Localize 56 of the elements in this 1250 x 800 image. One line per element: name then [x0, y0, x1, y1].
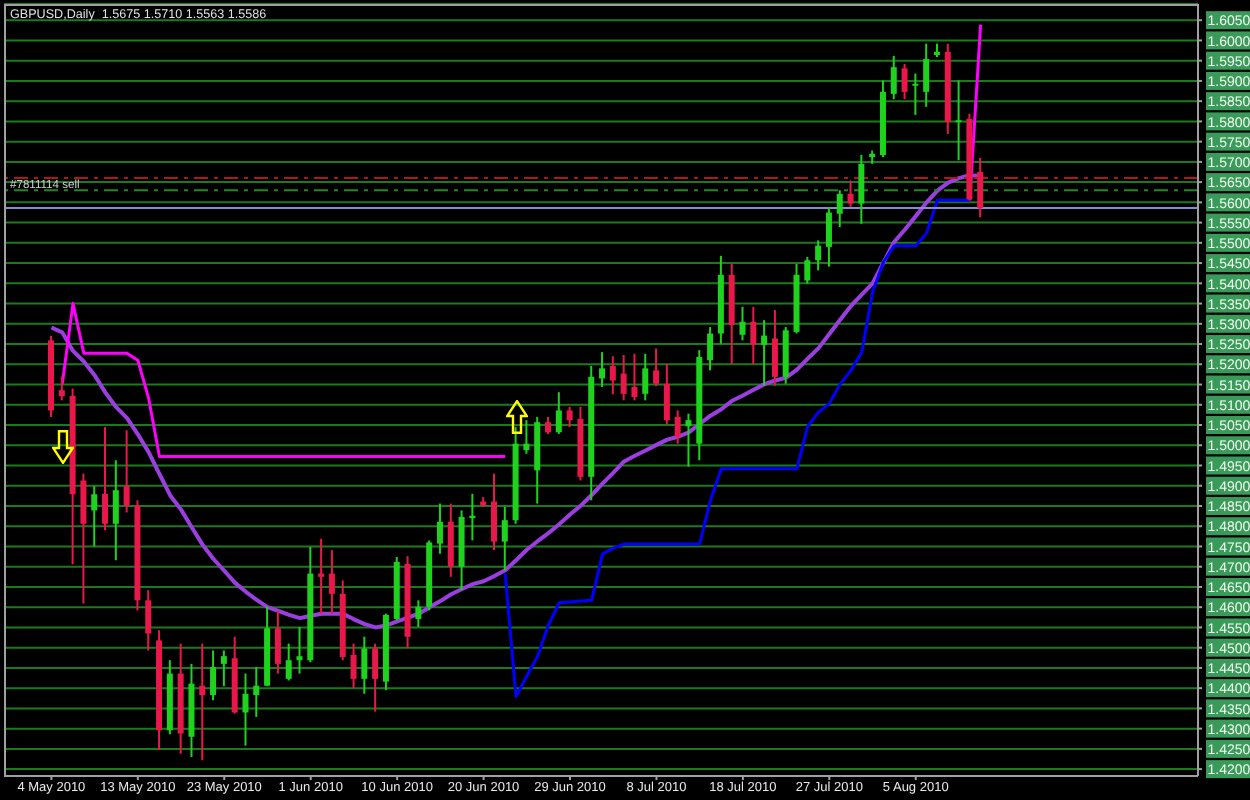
- candlestick: [199, 642, 206, 762]
- candlestick: [858, 154, 865, 225]
- candlestick: [599, 351, 606, 388]
- candlestick: [825, 205, 832, 268]
- candlestick: [350, 642, 357, 690]
- candlestick: [274, 609, 281, 675]
- candlestick: [123, 429, 130, 514]
- candlestick: [447, 502, 454, 578]
- candlestick: [145, 589, 152, 652]
- candlestick: [890, 54, 897, 101]
- candlestick: [436, 502, 443, 555]
- candlestick: [220, 649, 227, 688]
- candlestick: [815, 239, 822, 272]
- candlestick: [653, 347, 660, 388]
- line-series: [503, 198, 972, 699]
- candlestick: [372, 642, 379, 713]
- candlestick: [490, 472, 497, 552]
- candlestick: [210, 649, 217, 702]
- candlestick: [782, 326, 789, 385]
- candlestick: [566, 405, 573, 429]
- candlestick: [642, 352, 649, 402]
- candlestick: [102, 426, 109, 532]
- candlestick: [555, 391, 562, 435]
- candlestick: [58, 375, 65, 402]
- candlestick: [977, 156, 984, 219]
- candlestick: [253, 666, 260, 718]
- candlestick: [361, 635, 368, 695]
- candlestick: [91, 485, 98, 548]
- candlestick: [296, 626, 303, 675]
- candlestick: [707, 326, 714, 372]
- candlestick: [523, 419, 530, 455]
- candlestick: [847, 179, 854, 208]
- candlestick: [663, 362, 670, 426]
- candlestick: [415, 599, 422, 629]
- candlestick: [804, 256, 811, 285]
- candlestick: [80, 472, 87, 605]
- candlestick: [318, 537, 325, 615]
- candlestick: [750, 305, 757, 365]
- candlestick: [901, 62, 908, 101]
- candlestick: [761, 319, 768, 387]
- candlestick: [285, 642, 292, 682]
- candlestick: [674, 409, 681, 445]
- candlestick: [912, 72, 919, 116]
- candlestick: [923, 42, 930, 108]
- candlestick: [685, 412, 692, 468]
- candlestick: [955, 79, 962, 162]
- candlestick: [242, 672, 249, 747]
- candlestick: [328, 549, 335, 615]
- candlestick: [836, 189, 843, 229]
- candlestick: [112, 459, 119, 562]
- candlestick: [739, 305, 746, 342]
- candlestick: [501, 505, 508, 572]
- candlestick: [620, 353, 627, 402]
- candlestick: [609, 355, 616, 396]
- candlestick: [631, 352, 638, 402]
- candlestick: [771, 309, 778, 387]
